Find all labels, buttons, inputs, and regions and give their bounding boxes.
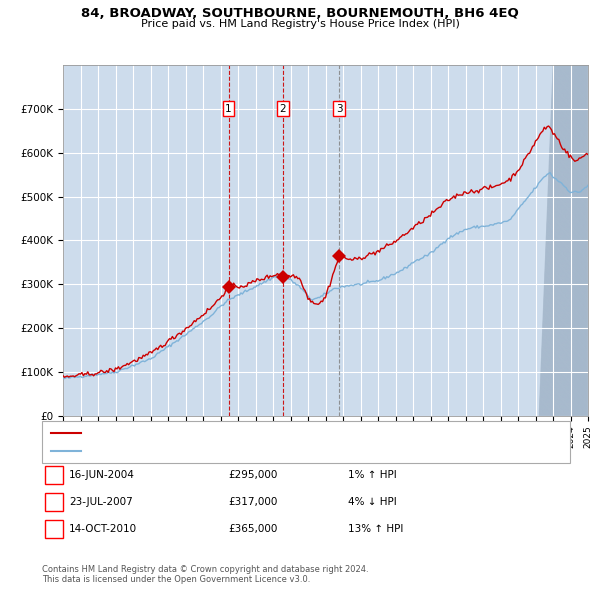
Text: 1: 1 [225, 104, 232, 114]
Polygon shape [571, 65, 588, 416]
Text: 2: 2 [280, 104, 286, 114]
Text: 3: 3 [336, 104, 343, 114]
Text: 4% ↓ HPI: 4% ↓ HPI [348, 497, 397, 507]
Text: 16-JUN-2004: 16-JUN-2004 [69, 470, 135, 480]
Text: 23-JUL-2007: 23-JUL-2007 [69, 497, 133, 507]
Text: £365,000: £365,000 [228, 525, 277, 534]
Text: 3: 3 [50, 525, 58, 534]
Text: Price paid vs. HM Land Registry's House Price Index (HPI): Price paid vs. HM Land Registry's House … [140, 19, 460, 29]
Text: 14-OCT-2010: 14-OCT-2010 [69, 525, 137, 534]
Text: £295,000: £295,000 [228, 470, 277, 480]
Text: 84, BROADWAY, SOUTHBOURNE, BOURNEMOUTH, BH6 4EQ: 84, BROADWAY, SOUTHBOURNE, BOURNEMOUTH, … [81, 7, 519, 20]
Text: 1% ↑ HPI: 1% ↑ HPI [348, 470, 397, 480]
Text: 84, BROADWAY, SOUTHBOURNE, BOURNEMOUTH, BH6 4EQ (detached house): 84, BROADWAY, SOUTHBOURNE, BOURNEMOUTH, … [85, 428, 465, 438]
Text: 1: 1 [50, 470, 58, 480]
Text: £317,000: £317,000 [228, 497, 277, 507]
Text: 13% ↑ HPI: 13% ↑ HPI [348, 525, 403, 534]
Text: Contains HM Land Registry data © Crown copyright and database right 2024.
This d: Contains HM Land Registry data © Crown c… [42, 565, 368, 584]
Text: 2: 2 [50, 497, 58, 507]
Text: HPI: Average price, detached house, Bournemouth Christchurch and Poole: HPI: Average price, detached house, Bour… [85, 446, 449, 456]
